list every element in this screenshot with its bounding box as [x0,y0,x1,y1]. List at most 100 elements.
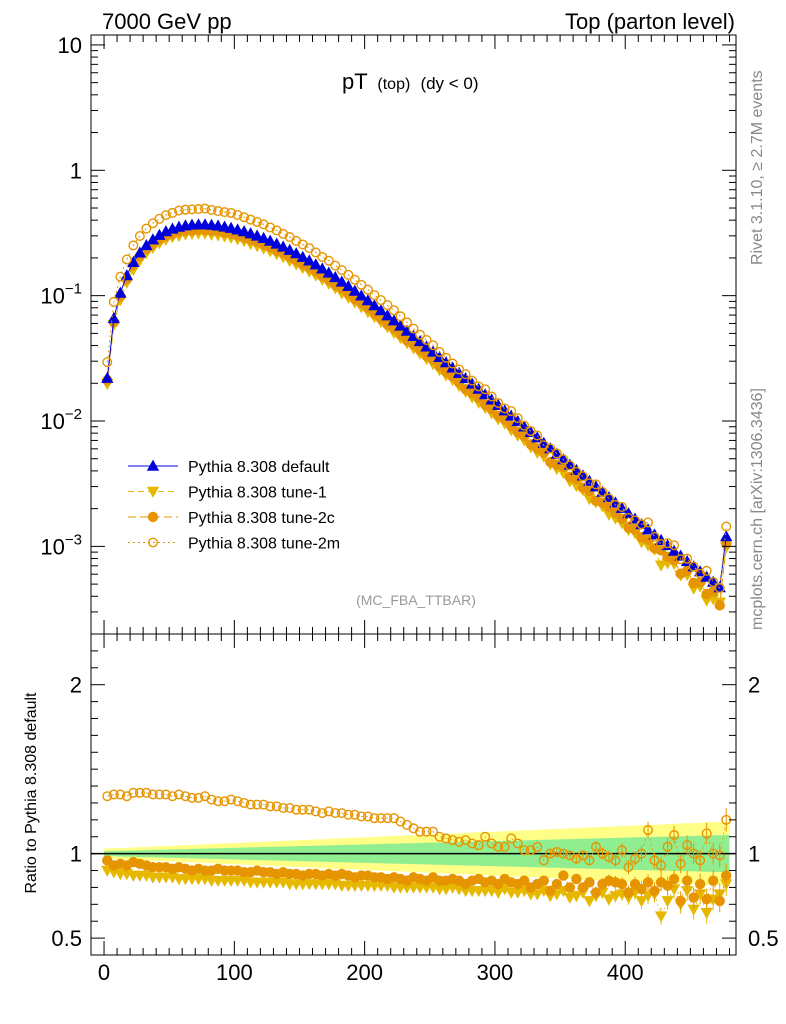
ratio-ylabel: Ratio to Pythia 8.308 default [23,692,40,894]
main-point [590,479,601,490]
title-main: pT [342,69,367,94]
xtick-label: 400 [607,960,644,985]
main-point [654,560,668,572]
main-point [701,565,712,576]
ratio-point [304,804,315,815]
main-point [270,237,283,249]
main-point [140,239,153,251]
main-point [387,314,401,326]
ratio-point [271,801,282,812]
ratio-point [336,808,347,819]
ratio-point [356,811,367,822]
plot-title: pT (top) (dy < 0) [342,69,479,94]
ratio-point [649,885,660,897]
main-point [342,279,355,291]
ratio-point [538,855,549,866]
main-point [107,311,120,324]
title-cut: (dy < 0) [420,74,478,93]
main-point [239,212,250,223]
ratio-point [415,826,426,837]
ratio-point [128,787,139,798]
main-point [714,583,725,594]
ratio-point [688,892,699,903]
main-panel: 10 1 10−1 10−2 10−3 [40,33,737,635]
ratio-point [252,799,263,810]
ratio-point [590,887,602,898]
ratio-point [473,840,484,851]
ratio-point [154,789,165,800]
ratio-point [441,833,452,844]
ratio-point [661,896,674,908]
ratio-point [115,789,126,800]
header-right: Top (parton level) [565,9,735,34]
mcplots-label: mcplots.cern.ch [arXiv:1306.3436] [749,388,766,630]
main-point [200,203,211,214]
main-point [669,540,680,551]
ratio-point [531,889,544,901]
ratio-point [636,883,647,895]
ratio-point [681,875,693,886]
ratio-point [571,873,582,885]
main-point [636,519,647,530]
ratio-point [193,792,204,803]
main-point [309,258,322,270]
ratio-point [134,787,145,798]
main-point [134,230,145,241]
main-ytick-label: 10 [58,33,82,58]
ratio-point [278,803,289,814]
main-point [277,240,290,252]
xtick-label: 0 [98,960,110,985]
ratio-point [635,896,648,908]
ratio-point [493,841,504,852]
ratio-point [643,824,654,835]
ratio-point [369,813,380,824]
ratio-point [695,855,706,866]
main-point [473,381,484,392]
ratio-series-line [107,792,727,868]
ratio-point [519,845,530,856]
ratio-point [226,794,237,805]
ratio-point [649,855,660,866]
main-point [499,403,510,414]
ratio-point [636,848,647,859]
main-point [532,430,543,441]
ratio-point [323,806,334,817]
main-point [714,600,725,611]
ratio-point [675,858,686,869]
legend-label: Pythia 8.308 tune-2m [188,536,340,553]
ratio-point [434,831,445,842]
ratio-ytick-label: 2 [70,673,82,698]
main-point [616,502,627,513]
ratio-point [258,799,269,810]
main-point [133,246,147,258]
main-point [291,235,302,246]
ratio-point [310,806,321,817]
main-point [434,346,445,357]
main-point [467,375,478,386]
main-point [721,521,732,532]
ratio-ytick-label-right: 1 [748,842,760,867]
main-point [649,531,660,542]
ratio-point [291,804,302,815]
ratio-point [682,840,693,851]
main-point [564,460,575,471]
ratio-point [375,813,386,824]
main-point [310,247,321,258]
ratio-point [506,833,517,844]
main-point [244,227,257,239]
xtick-label: 300 [477,960,514,985]
main-point [219,207,230,218]
main-point [263,234,277,246]
main-point [408,323,419,334]
main-point [382,300,393,311]
ratio-point [558,848,569,859]
main-point [695,568,706,579]
main-point [355,289,368,301]
ratio-point [668,873,680,885]
main-point [545,443,556,454]
ratio-point [701,828,712,839]
main-point [375,295,386,306]
ratio-point [343,809,354,820]
ratio-point [147,789,158,800]
ratio-point [590,841,601,852]
